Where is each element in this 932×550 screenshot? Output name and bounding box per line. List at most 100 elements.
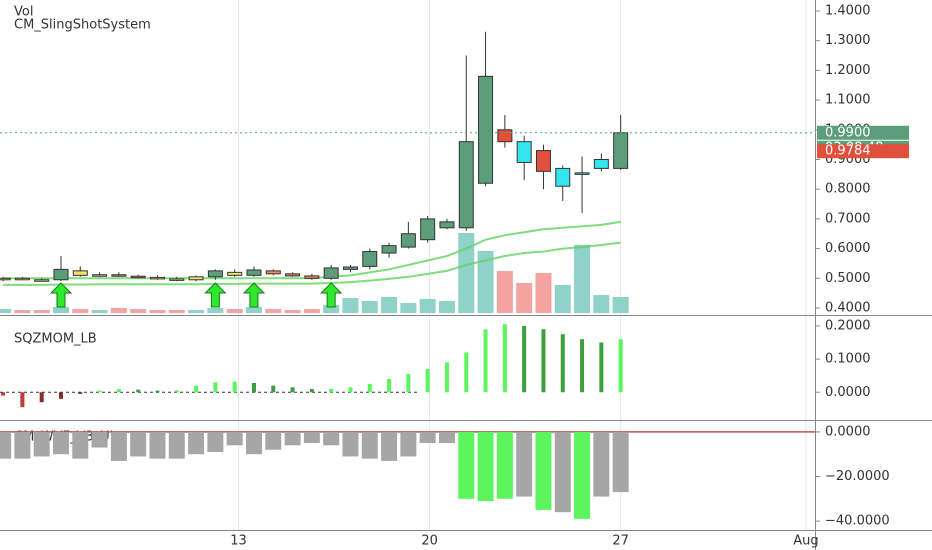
histogram-bar bbox=[245, 431, 262, 455]
candle-body bbox=[323, 267, 339, 279]
histogram-bar bbox=[387, 378, 392, 393]
candle-body bbox=[555, 167, 571, 187]
volume-bar bbox=[554, 285, 571, 313]
volume-bar bbox=[477, 251, 494, 313]
volume-bar bbox=[535, 273, 552, 313]
volume-bar bbox=[400, 303, 417, 313]
volume-bar bbox=[342, 298, 359, 313]
histogram-bar bbox=[323, 431, 340, 446]
candle-body bbox=[130, 275, 146, 279]
pane-title: Vol bbox=[14, 5, 33, 20]
volume-bar bbox=[110, 308, 127, 313]
histogram-bar bbox=[58, 392, 63, 399]
histogram-bar bbox=[593, 431, 610, 497]
volume-bar bbox=[33, 310, 50, 313]
histogram-bar bbox=[188, 431, 205, 455]
histogram-bar bbox=[477, 431, 494, 502]
histogram-bar bbox=[155, 390, 160, 393]
histogram-bar bbox=[438, 431, 455, 444]
volume-bar bbox=[574, 245, 591, 313]
histogram-bar bbox=[168, 431, 185, 459]
histogram-bar bbox=[560, 334, 565, 393]
signal-arrow bbox=[319, 282, 343, 308]
histogram-bar bbox=[367, 383, 372, 393]
y-tick-label: 0.4000 bbox=[825, 300, 871, 315]
volume-bar bbox=[303, 309, 320, 313]
histogram-bar bbox=[213, 382, 218, 393]
y-tick-label: −40.0000 bbox=[825, 514, 890, 529]
candle-body bbox=[497, 129, 513, 143]
histogram-bar bbox=[290, 387, 295, 393]
candle-body bbox=[34, 279, 50, 282]
x-tick-label: Aug bbox=[793, 534, 818, 549]
y-tick-label: 0.5000 bbox=[825, 271, 871, 286]
histogram-bar bbox=[194, 385, 199, 393]
histogram-bar bbox=[72, 431, 89, 459]
histogram-bar bbox=[39, 392, 44, 403]
volume-bar bbox=[284, 310, 301, 313]
candle-body bbox=[342, 266, 358, 270]
y-tick-label: 1.2000 bbox=[825, 63, 871, 78]
volume-bar bbox=[323, 305, 340, 313]
candle-body bbox=[207, 270, 223, 278]
x-tick-label: 13 bbox=[230, 534, 247, 549]
candle-body bbox=[362, 251, 378, 267]
y-tick-label: 0.0000 bbox=[825, 424, 871, 439]
candle-body bbox=[458, 141, 474, 229]
histogram-bar bbox=[425, 369, 430, 393]
histogram-bar bbox=[496, 431, 513, 499]
histogram-bar bbox=[541, 329, 546, 393]
histogram-bar bbox=[1, 392, 6, 396]
volume-bar bbox=[226, 309, 243, 313]
histogram-bar bbox=[516, 431, 533, 497]
candle-body bbox=[593, 158, 609, 169]
price-label: 0.9784 bbox=[825, 144, 871, 159]
volume-bar bbox=[149, 310, 166, 313]
candle-body bbox=[304, 275, 320, 279]
histogram-bar bbox=[226, 431, 243, 446]
candle-body bbox=[535, 150, 551, 172]
x-tick-label: 20 bbox=[421, 534, 438, 549]
volume-bar bbox=[188, 310, 205, 313]
histogram-bar bbox=[271, 385, 276, 393]
y-tick-label: 0.6000 bbox=[825, 241, 871, 256]
candle-body bbox=[613, 132, 629, 169]
histogram-bar bbox=[97, 390, 102, 393]
y-tick-label: 1.1000 bbox=[825, 93, 871, 108]
volume-bar bbox=[516, 283, 533, 313]
volume-bar bbox=[91, 310, 108, 313]
histogram-bar bbox=[130, 431, 147, 457]
candle-body bbox=[246, 269, 262, 276]
histogram-bar bbox=[458, 431, 475, 499]
histogram-bar bbox=[329, 388, 334, 393]
histogram-bar bbox=[149, 431, 166, 459]
y-tick-label: 0.7000 bbox=[825, 211, 871, 226]
y-tick-label: −20.0000 bbox=[825, 469, 890, 484]
histogram-bar bbox=[0, 431, 12, 459]
candle-body bbox=[439, 221, 455, 229]
volume-bar bbox=[265, 309, 282, 313]
candle-body bbox=[420, 218, 436, 241]
signal-arrow bbox=[242, 282, 266, 308]
volume-bar bbox=[0, 309, 12, 313]
histogram-bar bbox=[554, 431, 571, 513]
volume-bar bbox=[207, 308, 224, 313]
candle-body bbox=[92, 274, 108, 277]
y-tick-label: 0.0000 bbox=[825, 385, 871, 400]
volume-bar bbox=[419, 299, 436, 313]
candle-body bbox=[149, 276, 165, 280]
y-tick-label: 1.4000 bbox=[825, 3, 871, 18]
histogram-bar bbox=[20, 392, 25, 408]
histogram-bar bbox=[14, 431, 31, 459]
histogram-bar bbox=[284, 431, 301, 446]
histogram-bar bbox=[574, 431, 591, 519]
candle-body bbox=[478, 75, 494, 184]
histogram-bar bbox=[348, 387, 353, 393]
signal-arrow bbox=[204, 282, 227, 308]
volume-bar bbox=[245, 307, 262, 313]
y-tick-label: 0.1000 bbox=[825, 352, 871, 367]
candle-body bbox=[381, 245, 397, 254]
candle-body bbox=[227, 271, 243, 276]
y-tick-label: 0.2000 bbox=[825, 318, 871, 333]
